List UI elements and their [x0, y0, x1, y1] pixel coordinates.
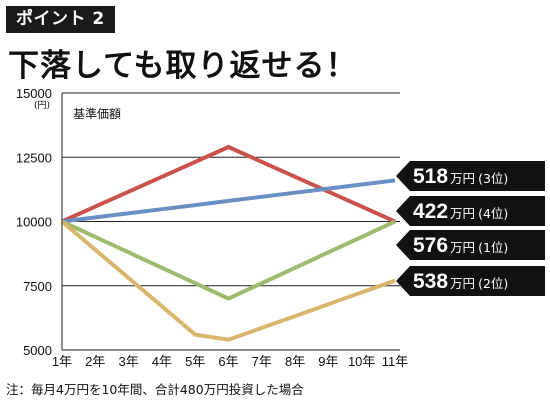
x-tick-label: 11年: [382, 354, 409, 369]
callout-label: 538 万円 (2位): [413, 270, 508, 293]
x-tick-label: 9年: [318, 354, 338, 369]
y-axis-label: 基準価額: [73, 106, 121, 121]
chart-callouts: 518 万円 (3位) 422 万円 (4位) 576 万円 (1位) 538 万円 (2位): [396, 161, 545, 296]
series-line-0: [61, 144, 396, 224]
callout-label: 422 万円 (4位): [413, 200, 508, 223]
y-tick-label: 12500: [16, 150, 52, 165]
point-badge: ポイント 2: [6, 6, 115, 33]
series-line-2: [61, 219, 396, 301]
callout-box: [396, 230, 545, 260]
y-tick-label: 10000: [16, 215, 52, 230]
x-tick-label: 4年: [152, 354, 172, 369]
series-line-1: [61, 178, 396, 224]
footnote: 注：毎月4万円を10年間、合計480万円投資した場合: [6, 382, 304, 397]
callout-box: [396, 161, 545, 191]
x-tick-label: 2年: [85, 354, 105, 369]
chart-axes: 5000 7500 10000 12500 15000(円) 基準価額 1年 2年 3年 4年 5年…: [16, 86, 408, 369]
x-tick-label: 5年: [185, 354, 205, 369]
callout-box: [396, 266, 545, 296]
callout-label: 518 万円 (3位): [413, 165, 508, 188]
x-tick-label: 10年: [348, 354, 375, 369]
x-tick-label: 3年: [118, 354, 138, 369]
y-tick-label: 7500: [23, 279, 52, 294]
callout-label: 576 万円 (1位): [413, 234, 508, 257]
y-unit-label: (円): [34, 100, 50, 111]
x-tick-label: 7年: [252, 354, 272, 369]
chart-grid: [62, 92, 400, 351]
y-tick-label: 5000: [23, 343, 52, 358]
callout-box: [396, 196, 545, 226]
chart-lines: [60, 144, 396, 342]
x-tick-label: 6年: [218, 354, 238, 369]
headline: 下落しても取り返せる！: [8, 48, 358, 84]
series-line-3: [60, 219, 396, 342]
y-tick-label: 15000: [16, 86, 52, 101]
x-tick-label: 8年: [285, 354, 305, 369]
x-tick-label: 1年: [52, 354, 72, 369]
